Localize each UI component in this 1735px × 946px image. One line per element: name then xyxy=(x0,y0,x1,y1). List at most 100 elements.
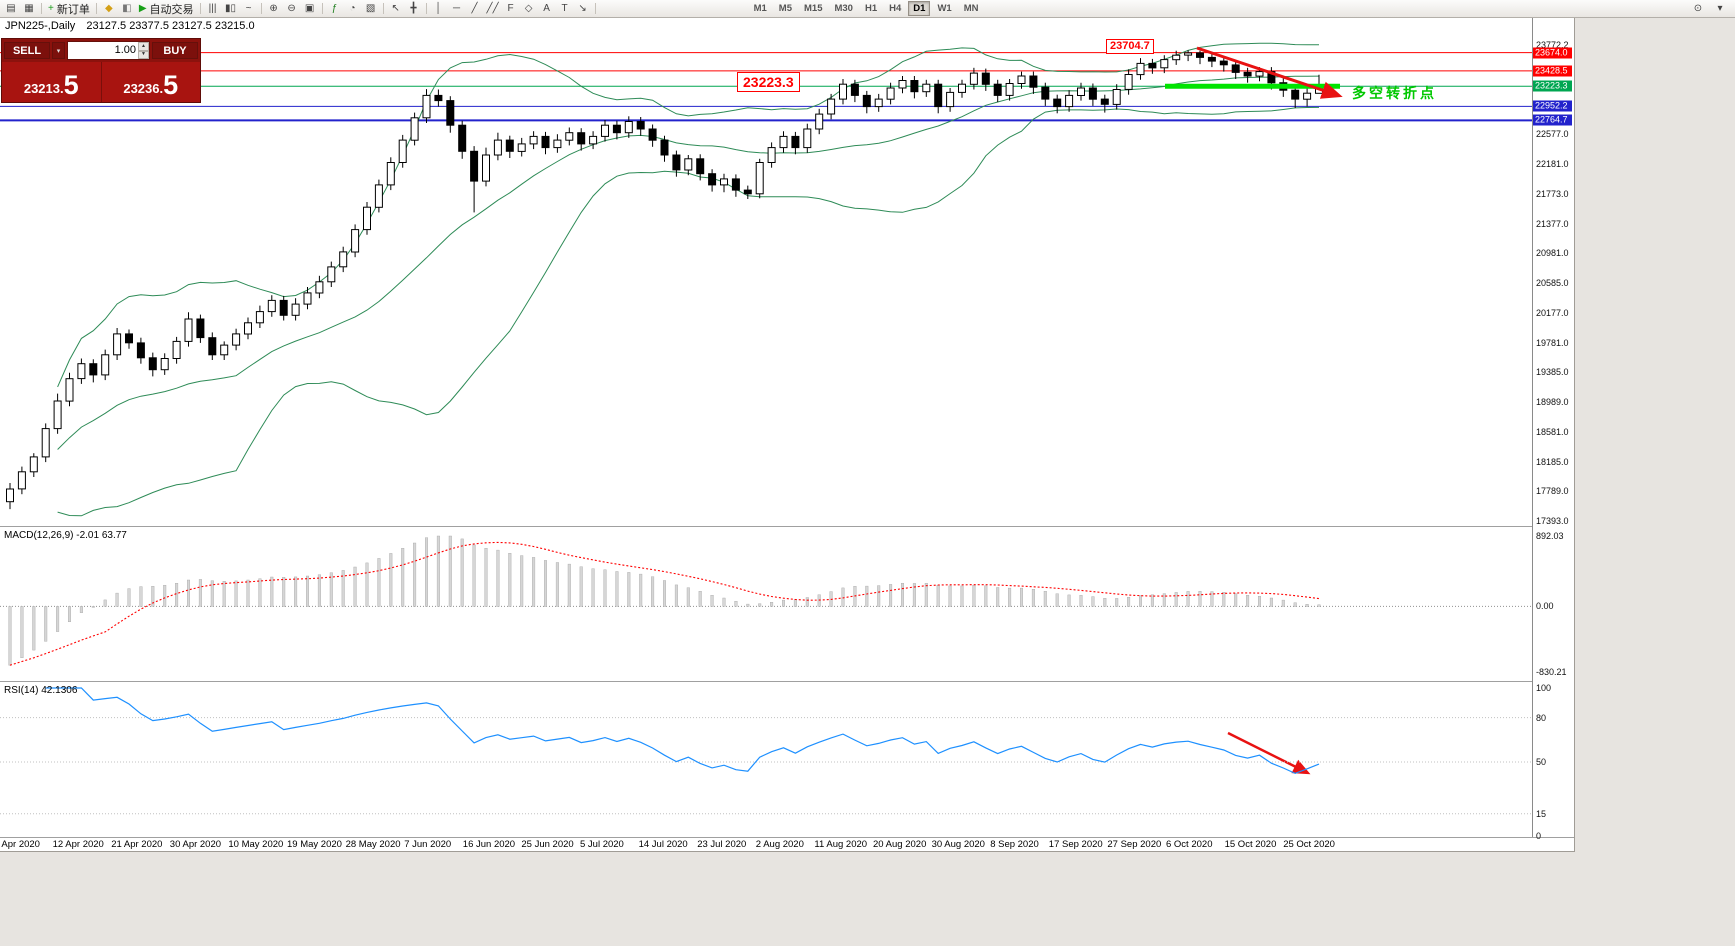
fibonacci-tool-button[interactable]: F xyxy=(502,1,520,16)
cursor-tool-icon: ↖ xyxy=(391,2,400,14)
line-chart-mode-icon: ~ xyxy=(245,2,252,14)
crosshair-tool-icon: ╋ xyxy=(410,2,417,14)
date-label: 23 Jul 2020 xyxy=(697,839,747,850)
rsi-label: RSI(14) 42.1306 xyxy=(4,685,78,696)
date-label: 17 Sep 2020 xyxy=(1048,839,1103,850)
peak-price-callout[interactable]: 23704.7 xyxy=(1106,39,1154,54)
price-axis[interactable]: 23772.2 22577.0 22181.0 21773.0 21377.0 20981… xyxy=(1533,17,1574,841)
date-label: 19 May 2020 xyxy=(287,839,342,850)
candlestick-mode-button[interactable]: ▮▯ xyxy=(222,1,240,16)
templates-button[interactable]: ▧ xyxy=(362,1,380,16)
price-axis-label: 18185.0 xyxy=(1536,456,1569,467)
chart-ohlc: 23127.5 23377.5 23127.5 23215.0 xyxy=(86,20,255,32)
toolbar-separator xyxy=(382,3,384,14)
timeframe-m1[interactable]: M1 xyxy=(749,1,772,16)
templates-icon: ▧ xyxy=(365,2,376,14)
candlestick-mode-icon: ▮▯ xyxy=(225,2,237,14)
crosshair-tool-button[interactable]: ╋ xyxy=(405,1,423,16)
cursor-tool-button[interactable]: ↖ xyxy=(387,1,405,16)
line-chart-mode-button[interactable]: ~ xyxy=(240,1,258,16)
chart-canvas[interactable] xyxy=(0,17,1574,851)
trendline-tool-icon: ╱ xyxy=(471,2,478,14)
buy-price-display[interactable]: 23236. 5 xyxy=(102,62,201,102)
macd-axis-label: 892.03 xyxy=(1536,531,1564,541)
chart-title: JPN225-,Daily 23127.5 23377.5 23127.5 23… xyxy=(5,20,255,32)
shapes-tool-button[interactable]: ◇ xyxy=(520,1,538,16)
more-tools-icon[interactable]: ▾ xyxy=(1711,1,1729,16)
sell-price-display[interactable]: 23213. 5 xyxy=(2,62,101,102)
zoom-out-button[interactable]: ⊖ xyxy=(283,1,301,16)
timeframe-m30[interactable]: M30 xyxy=(829,1,857,16)
auto-trading-button[interactable]: ▶ 自动交易 xyxy=(136,1,197,16)
timeframe-mn[interactable]: MN xyxy=(959,1,984,16)
rsi-axis-label: 80 xyxy=(1536,712,1547,723)
timeframe-h4[interactable]: H4 xyxy=(884,1,906,16)
trade-panel-prices: 23213. 5 23236. 5 xyxy=(2,62,200,102)
horizontal-line-tool-button[interactable]: ─ xyxy=(448,1,466,16)
auto-trading-label: 自动交易 xyxy=(149,3,194,16)
price-axis-label: 19385.0 xyxy=(1536,367,1569,378)
zoom-in-button[interactable]: ⊕ xyxy=(265,1,283,16)
price-axis-label: 17393.0 xyxy=(1536,515,1569,526)
trade-panel-controls: SELL ▾ 1.00 ▲ ▼ BUY xyxy=(2,39,200,62)
fibonacci-tool-icon: F xyxy=(507,2,514,14)
date-label: 5 Jul 2020 xyxy=(580,839,624,850)
toolbar: ▤ ▦ + 新订单 ◆ ◧ ▶ 自动交易 ||| ▮▯ ~ ⊕ ⊖ ▣ ƒ ◔ ▧ ↖ ╋ │ ─ ╱ ╱╱ F ◇ A T ↘ M1… xyxy=(0,0,1735,18)
market-watch-button[interactable]: ◆ xyxy=(100,1,118,16)
arrows-tool-button[interactable]: ↘ xyxy=(574,1,592,16)
price-axis-label: 22181.0 xyxy=(1536,158,1569,169)
text-tool-button[interactable]: A xyxy=(538,1,556,16)
shapes-tool-icon: ◇ xyxy=(524,2,533,14)
indicators-button[interactable]: ƒ xyxy=(326,1,344,16)
chart-profiles-button[interactable]: ▦ xyxy=(20,1,38,16)
price-badge-23223.3: 23223.3 xyxy=(1533,80,1572,92)
search-icon[interactable]: ⊙ xyxy=(1689,1,1707,16)
support-price-callout[interactable]: 23223.3 xyxy=(737,72,800,92)
timeframe-m5[interactable]: M5 xyxy=(774,1,797,16)
macd-label: MACD(12,26,9) -2.01 63.77 xyxy=(4,530,127,541)
new-order-button[interactable]: + 新订单 xyxy=(45,1,93,16)
time-axis[interactable]: 2 Apr 2020 12 Apr 2020 21 Apr 2020 30 Apr 2… xyxy=(0,839,1532,851)
panel-separator[interactable] xyxy=(0,681,1574,682)
price-axis-label: 18989.0 xyxy=(1536,396,1569,407)
buy-button[interactable]: BUY xyxy=(152,42,198,59)
volume-value[interactable]: 1.00 xyxy=(114,44,136,56)
date-label: 21 Apr 2020 xyxy=(111,839,163,850)
sell-price-pip: 5 xyxy=(63,70,79,100)
timeframe-m15[interactable]: M15 xyxy=(799,1,827,16)
toolbar-main-group: ▤ ▦ + 新订单 ◆ ◧ ▶ 自动交易 ||| ▮▯ ~ ⊕ ⊖ ▣ ƒ ◔ ▧ ↖ ╋ │ ─ ╱ ╱╱ F ◇ A T ↘ xyxy=(2,0,599,17)
volume-down-button[interactable]: ▼ xyxy=(138,50,149,59)
date-label: 14 Jul 2020 xyxy=(638,839,688,850)
volume-up-button[interactable]: ▲ xyxy=(138,42,149,51)
tile-windows-button[interactable]: ▣ xyxy=(301,1,319,16)
volume-stepper: ▲ ▼ xyxy=(138,42,149,59)
channel-tool-button[interactable]: ╱╱ xyxy=(484,1,502,16)
sell-options-dropdown-icon[interactable]: ▾ xyxy=(52,42,65,59)
toolbar-separator xyxy=(260,3,262,14)
periods-button[interactable]: ◔ xyxy=(344,1,362,16)
sell-button[interactable]: SELL xyxy=(4,42,50,59)
timeframe-w1[interactable]: W1 xyxy=(932,1,956,16)
new-chart-button[interactable]: ▤ xyxy=(2,1,20,16)
downtrend-arrow[interactable] xyxy=(1196,46,1343,99)
date-label: 30 Aug 2020 xyxy=(931,839,985,850)
toolbar-separator xyxy=(425,3,427,14)
new-chart-icon: ▤ xyxy=(6,2,16,14)
rsi-downtrend-arrow[interactable] xyxy=(1227,731,1311,775)
periods-icon: ◔ xyxy=(349,2,356,14)
timeframe-h1[interactable]: H1 xyxy=(860,1,882,16)
bar-chart-mode-button[interactable]: ||| xyxy=(204,1,222,16)
label-tool-button[interactable]: T xyxy=(556,1,574,16)
channel-tool-icon: ╱╱ xyxy=(486,2,499,14)
trade-panel-divider xyxy=(100,62,102,102)
trendline-tool-button[interactable]: ╱ xyxy=(466,1,484,16)
price-axis-label: 20177.0 xyxy=(1536,308,1569,319)
vertical-line-tool-button[interactable]: │ xyxy=(430,1,448,16)
toolbar-separator xyxy=(594,3,596,14)
navigator-button[interactable]: ◧ xyxy=(118,1,136,16)
timeframe-bar: M1 M5 M15 M30 H1 H4 D1 W1 MN xyxy=(749,0,984,17)
panel-separator[interactable] xyxy=(0,526,1574,527)
date-label: 27 Sep 2020 xyxy=(1107,839,1162,850)
timeframe-d1[interactable]: D1 xyxy=(908,1,931,16)
